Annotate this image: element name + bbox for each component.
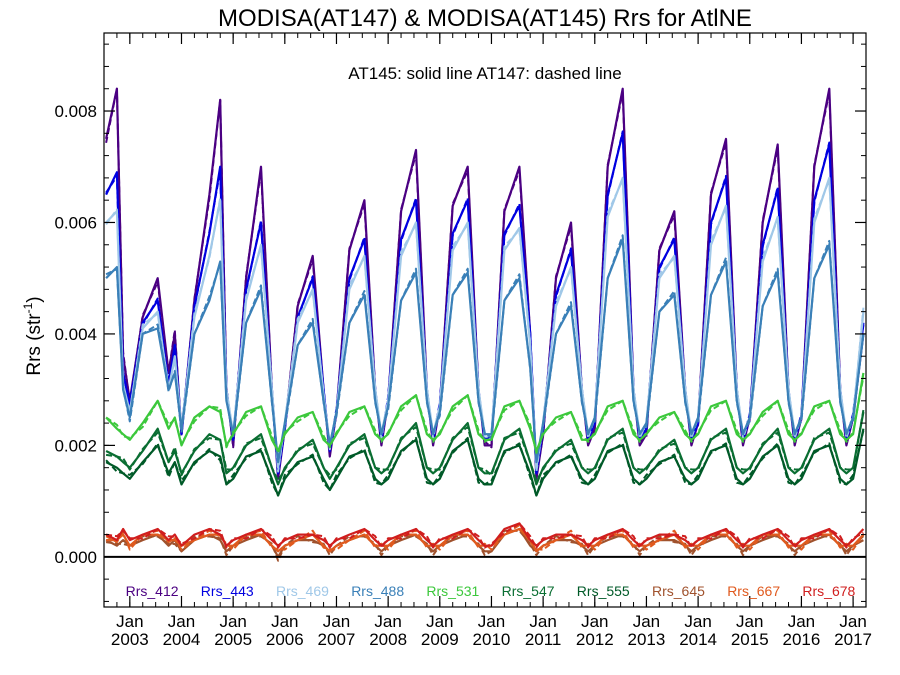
- x-tick-year-label: 2014: [679, 630, 717, 649]
- line-style-annotation: AT145: solid line AT147: dashed line: [348, 64, 621, 83]
- x-tick-month-label: Jan: [323, 612, 350, 631]
- legend-label-rrs-547: Rrs_547: [502, 583, 555, 599]
- series-line-dashed-rrs-547: [105, 409, 865, 482]
- x-tick-month-label: Jan: [633, 612, 660, 631]
- series-line-dashed-rrs-488: [105, 234, 865, 462]
- series-line-dashed-rrs-678: [105, 522, 864, 549]
- x-tick-year-label: 2010: [473, 630, 511, 649]
- y-tick-label: 0.008: [54, 102, 97, 121]
- legend: Rrs_412 Rrs_443 Rrs_469 Rrs_488 Rrs_531 Rrs_5…: [126, 583, 856, 599]
- y-tick-label: 0.006: [54, 213, 97, 232]
- plot-frame: [103, 32, 867, 608]
- x-tick-year-label: 2016: [783, 630, 821, 649]
- x-tick-year-label: 2003: [111, 630, 149, 649]
- x-tick-month-label: Jan: [684, 612, 711, 631]
- axes: Jan2003Jan2004Jan2005Jan2006Jan2007Jan20…: [54, 32, 872, 649]
- legend-label-rrs-488: Rrs_488: [351, 583, 404, 599]
- series-line-dashed-rrs-667: [105, 524, 865, 551]
- y-axis-label-superscript: -1: [21, 302, 35, 313]
- legend-label-rrs-645: Rrs_645: [652, 583, 705, 599]
- series-line-dashed-rrs-555: [105, 430, 865, 497]
- legend-label-rrs-667: Rrs_667: [727, 583, 780, 599]
- legend-label-rrs-412: Rrs_412: [126, 583, 179, 599]
- y-tick-label: 0.002: [54, 436, 97, 455]
- x-tick-month-label: Jan: [529, 612, 556, 631]
- series-line-dashed-rrs-645: [105, 529, 865, 562]
- x-tick-month-label: Jan: [168, 612, 195, 631]
- legend-label-rrs-678: Rrs_678: [802, 583, 855, 599]
- legend-label-rrs-469: Rrs_469: [276, 583, 329, 599]
- x-tick-year-label: 2008: [369, 630, 407, 649]
- legend-label-rrs-555: Rrs_555: [577, 583, 630, 599]
- x-tick-year-label: 2013: [628, 630, 666, 649]
- x-tick-year-label: 2017: [834, 630, 872, 649]
- x-tick-month-label: Jan: [116, 612, 143, 631]
- y-tick-label: 0.004: [54, 325, 97, 344]
- series-line-dashed-rrs-531: [105, 376, 865, 454]
- series-line-rrs-547: [105, 411, 865, 486]
- x-tick-month-label: Jan: [736, 612, 763, 631]
- x-tick-year-label: 2011: [525, 630, 562, 649]
- x-tick-year-label: 2015: [731, 630, 769, 649]
- x-tick-month-label: Jan: [219, 612, 246, 631]
- chart-title: MODISA(AT147) & MODISA(AT145) Rrs for At…: [218, 5, 752, 32]
- x-tick-year-label: 2004: [163, 630, 201, 649]
- x-tick-year-label: 2007: [318, 630, 356, 649]
- x-tick-month-label: Jan: [478, 612, 505, 631]
- x-tick-month-label: Jan: [374, 612, 401, 631]
- legend-label-rrs-531: Rrs_531: [426, 583, 479, 599]
- x-tick-month-label: Jan: [426, 612, 453, 631]
- x-tick-year-label: 2012: [576, 630, 614, 649]
- x-tick-year-label: 2006: [266, 630, 304, 649]
- x-tick-year-label: 2005: [214, 630, 252, 649]
- x-tick-month-label: Jan: [271, 612, 298, 631]
- y-axis-label-close: ): [24, 296, 45, 302]
- x-tick-month-label: Jan: [839, 612, 866, 631]
- series-line-rrs-469: [105, 176, 865, 469]
- series-line-rrs-678: [105, 522, 865, 547]
- x-tick-month-label: Jan: [788, 612, 815, 631]
- series-line-rrs-645: [105, 527, 864, 558]
- y-axis-label-main: Rrs (str: [24, 313, 45, 376]
- y-axis-label: Rrs (str-1): [21, 296, 45, 375]
- y-tick-label: 0.000: [54, 548, 97, 567]
- x-tick-year-label: 2009: [421, 630, 459, 649]
- plot-area: [104, 87, 866, 562]
- x-tick-month-label: Jan: [581, 612, 608, 631]
- legend-label-rrs-443: Rrs_443: [201, 583, 254, 599]
